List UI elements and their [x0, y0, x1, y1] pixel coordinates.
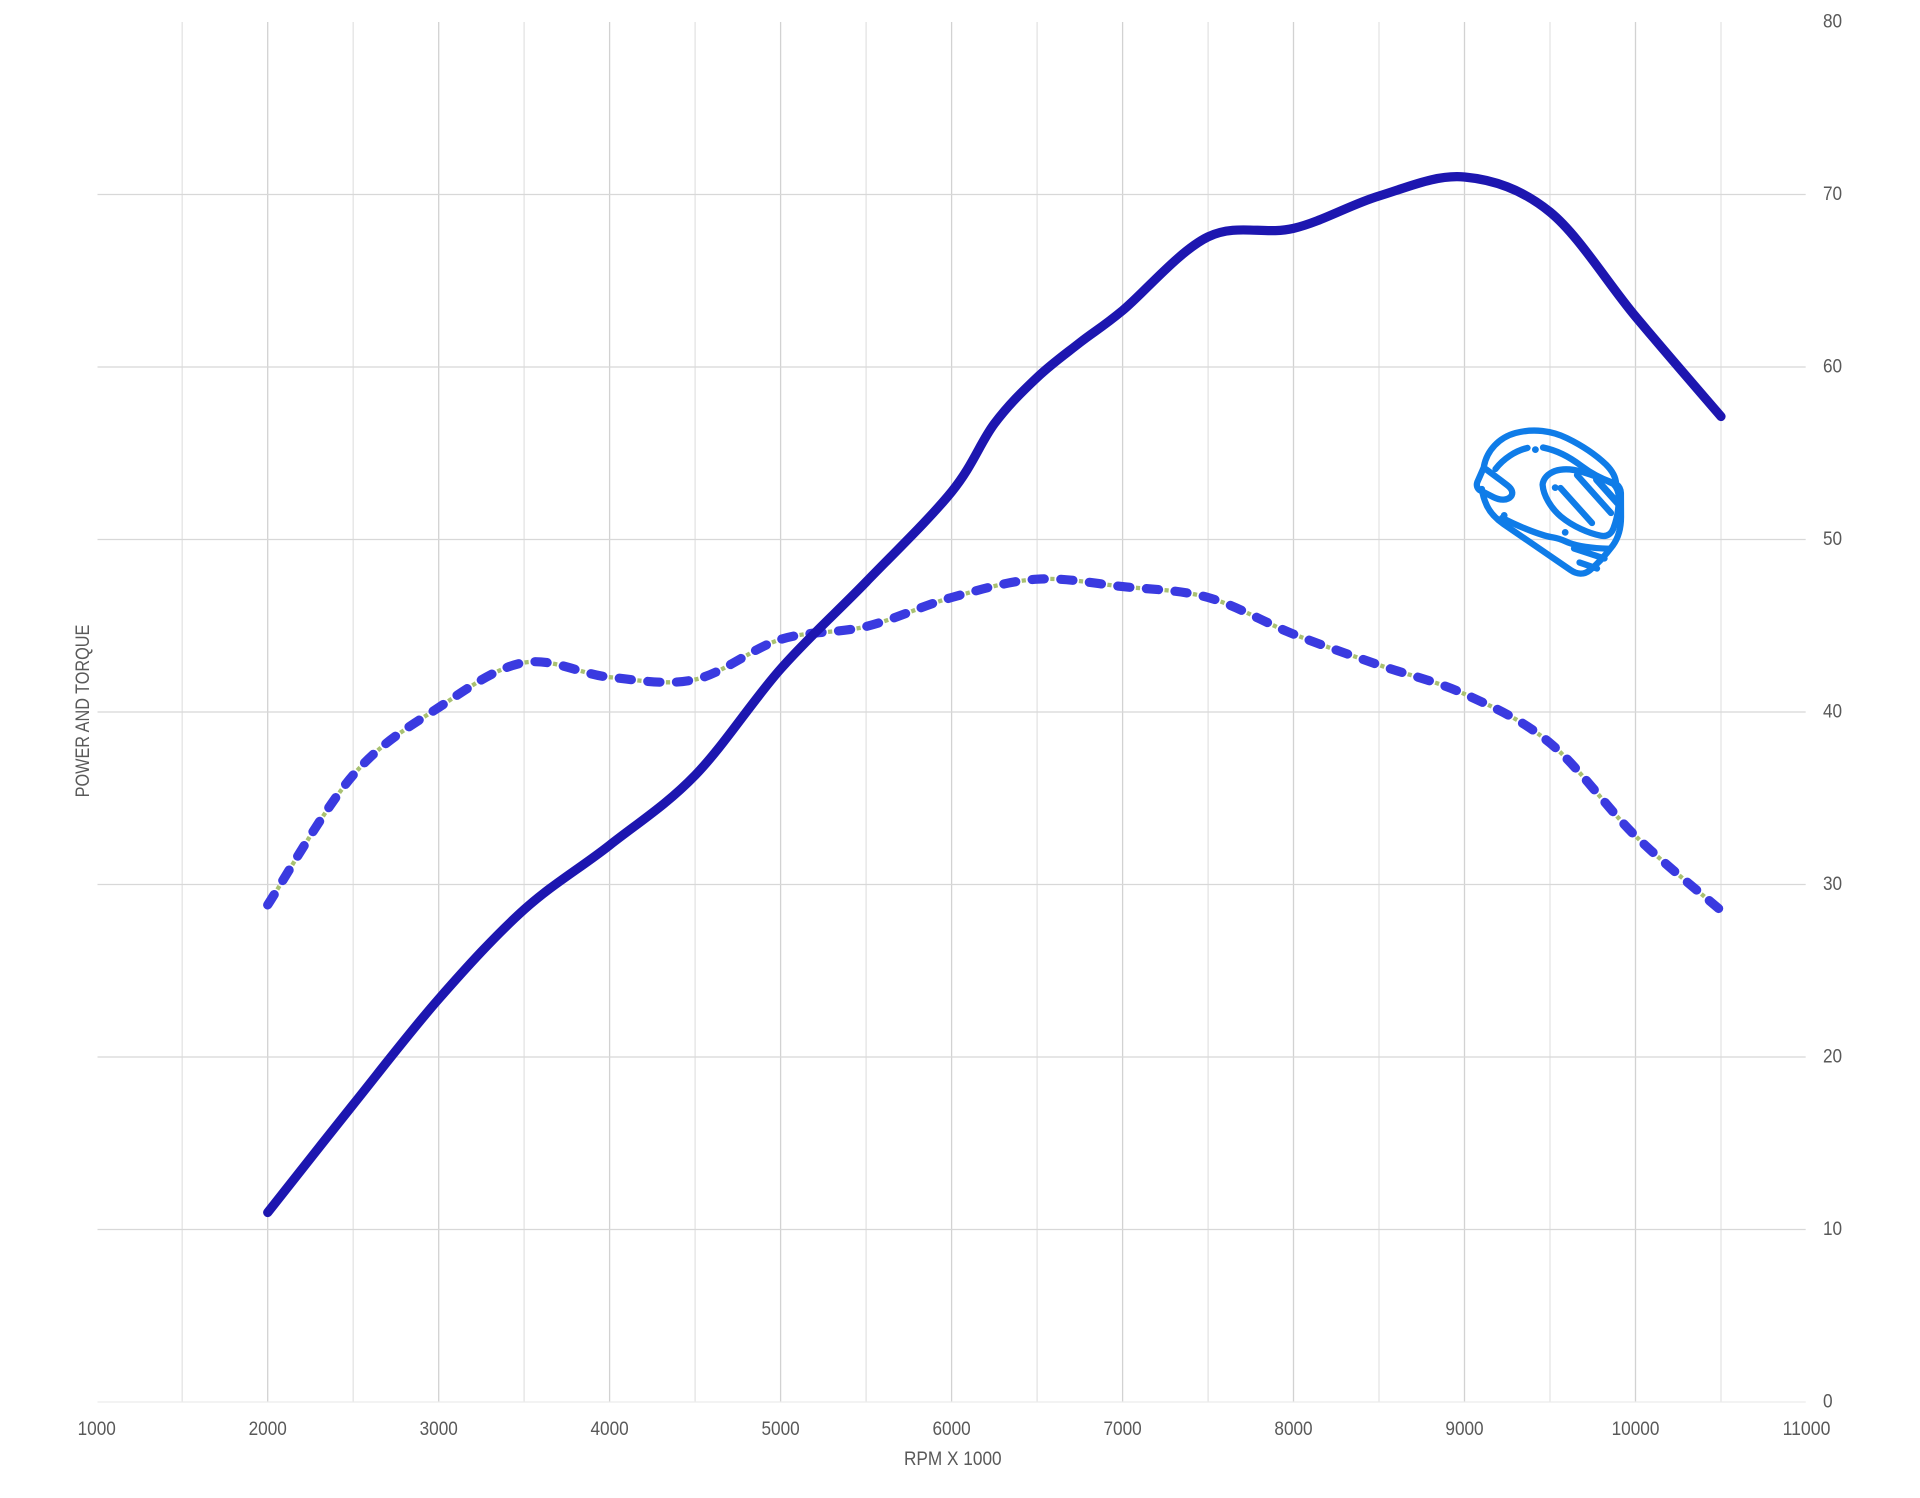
svg-text:70: 70 [1823, 184, 1842, 205]
svg-text:POWER AND TORQUE: POWER AND TORQUE [73, 625, 94, 798]
svg-text:30: 30 [1823, 874, 1842, 895]
svg-text:40: 40 [1823, 701, 1842, 722]
svg-text:1000: 1000 [78, 1419, 116, 1440]
svg-text:20: 20 [1823, 1046, 1842, 1067]
svg-text:60: 60 [1823, 356, 1842, 377]
svg-text:7000: 7000 [1104, 1419, 1142, 1440]
svg-text:5000: 5000 [762, 1419, 800, 1440]
svg-text:50: 50 [1823, 529, 1842, 550]
svg-text:10000: 10000 [1612, 1419, 1660, 1440]
svg-text:6000: 6000 [933, 1419, 971, 1440]
svg-text:80: 80 [1823, 11, 1842, 32]
svg-text:11000: 11000 [1783, 1419, 1831, 1440]
svg-text:2000: 2000 [249, 1419, 287, 1440]
svg-text:9000: 9000 [1445, 1419, 1483, 1440]
svg-text:4000: 4000 [591, 1419, 629, 1440]
svg-text:10: 10 [1823, 1219, 1842, 1240]
svg-text:0: 0 [1823, 1391, 1833, 1412]
svg-text:RPM X 1000: RPM X 1000 [904, 1449, 1002, 1470]
svg-text:8000: 8000 [1274, 1419, 1312, 1440]
svg-text:3000: 3000 [420, 1419, 458, 1440]
